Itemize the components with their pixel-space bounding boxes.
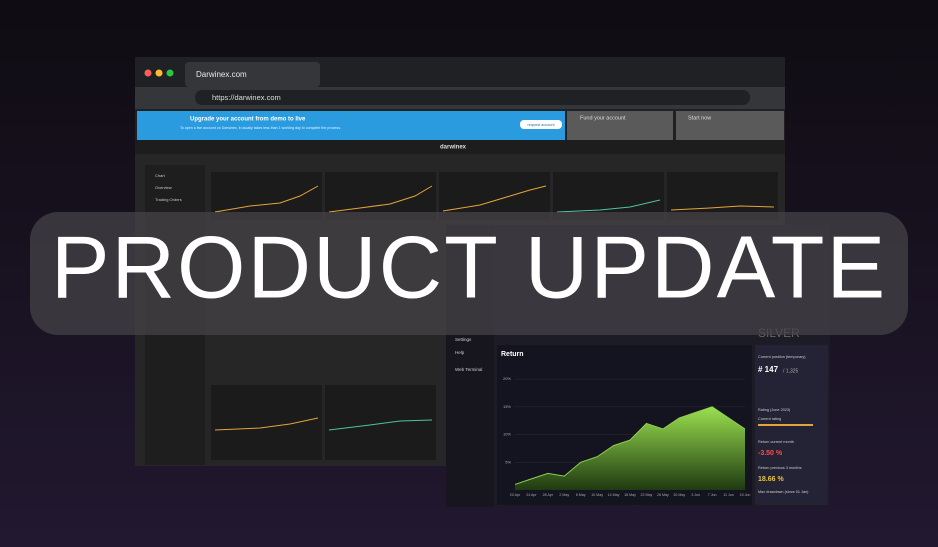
card (211, 385, 322, 460)
step (676, 111, 784, 140)
y-tick-label: 15% (503, 404, 511, 409)
x-tick-label: 22 May (641, 493, 653, 497)
headline-band (30, 212, 908, 335)
dot (155, 69, 163, 77)
area (515, 406, 745, 490)
request-button[interactable] (520, 120, 562, 129)
sparkline (214, 185, 319, 213)
card (325, 385, 436, 460)
rank-total: / 1,325 (783, 368, 799, 374)
line (514, 406, 746, 485)
dot (166, 69, 174, 77)
button-label: request account (527, 123, 555, 127)
return-chart: 5% 10% 15% 20% 20 Apr 24 Apr 28 Apr 2 May 6 May 1… (503, 376, 750, 497)
y-tick-label: 10% (503, 432, 511, 437)
stat-label: Return current month (758, 440, 794, 444)
headline: PRODUCT UPDATE (51, 217, 887, 316)
stat-label: Current rating (758, 417, 781, 421)
sparkline (556, 199, 661, 213)
y-tick-label: 5% (505, 459, 511, 464)
app-header (135, 140, 785, 154)
tab-title: Darwinex.com (196, 70, 247, 79)
url: https://darwinex.com (212, 93, 281, 102)
stat-value: 18.66 % (758, 476, 784, 483)
x-tick-label: 2 May (559, 493, 569, 497)
x-tick-label: 10 May (591, 493, 603, 497)
menu-item[interactable]: Help (455, 350, 465, 355)
x-tick-label: 15 Jun (740, 493, 751, 497)
sparkline (214, 417, 319, 431)
x-tick-label: 28 Apr (543, 493, 554, 497)
address-bar[interactable] (195, 90, 750, 105)
x-tick-label: 20 Apr (510, 493, 521, 497)
stat-label: Max drawdown (since 01 Jan) (758, 490, 809, 494)
step-label: Fund your account (580, 115, 626, 121)
x-tick-label: 3 Jun (691, 493, 700, 497)
banner (137, 111, 565, 140)
sparkline (328, 419, 433, 431)
x-tick-label: 30 May (673, 493, 685, 497)
chart-title: Return (501, 351, 524, 358)
x-tick-label: 11 Jun (723, 493, 734, 497)
stat-label: Current position (temporary) (758, 355, 806, 359)
sidebar-item: Chart (155, 173, 166, 178)
banner-subtitle: To open a live account on Darwinex, it u… (180, 126, 341, 130)
rank: # 147 (758, 365, 779, 374)
tab[interactable] (185, 62, 320, 87)
x-tick-label: 24 Apr (526, 493, 537, 497)
x-tick-label: 18 May (624, 493, 636, 497)
sparkline (670, 205, 775, 211)
y-tick-label: 20% (503, 376, 511, 381)
sidebar-item: Overview (155, 185, 172, 190)
x-tick-label: 6 May (576, 493, 586, 497)
x-tick-label: 26 May (657, 493, 669, 497)
rating-bar (758, 424, 813, 426)
menu-item[interactable]: Web Terminal (455, 367, 482, 372)
step (567, 111, 673, 140)
x-tick-label: 14 May (608, 493, 620, 497)
x-tick-label: 7 Jun (708, 493, 717, 497)
sidebar-item: Trading Orders (155, 197, 182, 202)
menu-item[interactable]: Settings (455, 337, 472, 342)
dot (144, 69, 152, 77)
stat-value: -3.50 % (758, 450, 783, 457)
banner-title: Upgrade your account from demo to live (190, 117, 306, 123)
sparkline (328, 185, 433, 213)
sparkline (442, 185, 547, 212)
stat-label: Return previous 3 months (758, 466, 802, 470)
step-label: Start now (688, 115, 711, 121)
brand: darwinex (440, 145, 467, 151)
stat-label: Rating (June 2023) (758, 408, 791, 412)
